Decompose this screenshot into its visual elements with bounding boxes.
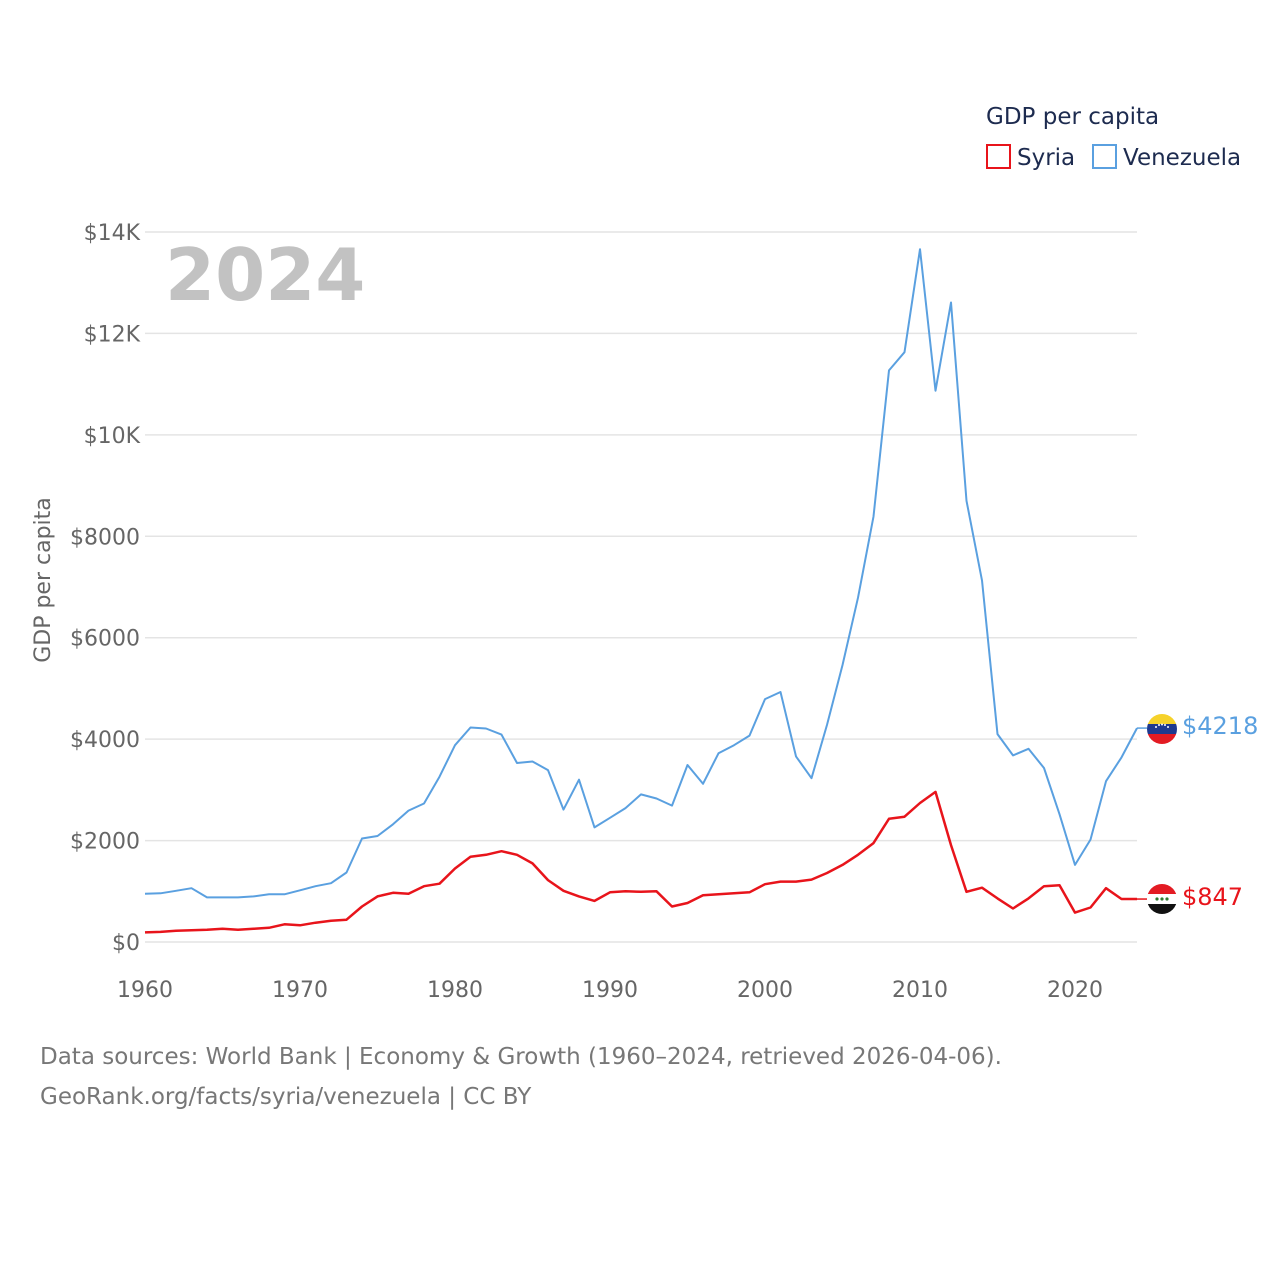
y-tick-label: $12K — [84, 322, 141, 347]
series-line-syria[interactable] — [144, 790, 1137, 934]
x-tick-label: 1960 — [117, 978, 173, 1003]
footer-attribution: GeoRank.org/facts/syria/venezuela | CC B… — [40, 1084, 532, 1110]
x-tick-label: 1970 — [272, 978, 328, 1003]
y-axis-ticks: $0 $2000 $4000 $6000 $8000 $10K $12K $14K — [70, 221, 141, 956]
legend: GDP per capita Syria Venezuela — [986, 104, 1241, 171]
x-tick-label: 1990 — [582, 978, 638, 1003]
footer-sources: Data sources: World Bank | Economy & Gro… — [40, 1044, 1002, 1070]
series-lines — [144, 248, 1147, 934]
y-tick-label: $6000 — [70, 627, 140, 652]
y-tick-label: $8000 — [70, 525, 140, 550]
legend-label-venezuela[interactable]: Venezuela — [1123, 145, 1241, 171]
syria-flag-icon — [1147, 884, 1177, 914]
grid-lines — [145, 231, 1137, 943]
legend-swatch-syria[interactable] — [986, 144, 1011, 169]
y-tick-label: $4000 — [70, 728, 140, 753]
end-label-venezuela: $4218 — [1182, 712, 1258, 740]
x-tick-label: 2010 — [892, 978, 948, 1003]
y-tick-label: $0 — [112, 931, 140, 956]
legend-title: GDP per capita — [986, 104, 1159, 130]
y-tick-label: $2000 — [70, 830, 140, 855]
end-label-syria: $847 — [1182, 883, 1243, 911]
x-tick-label: 2020 — [1047, 978, 1103, 1003]
y-tick-label: $10K — [84, 424, 141, 449]
venezuela-flag-icon — [1147, 714, 1177, 744]
y-axis-label: GDP per capita — [31, 497, 56, 663]
x-axis-ticks: 1960 1970 1980 1990 2000 2010 2020 — [117, 978, 1103, 1003]
y-tick-label: $14K — [84, 221, 141, 246]
series-line-venezuela[interactable] — [144, 248, 1138, 899]
legend-swatch-venezuela[interactable] — [1092, 144, 1117, 169]
x-tick-label: 1980 — [427, 978, 483, 1003]
x-tick-label: 2000 — [737, 978, 793, 1003]
legend-label-syria[interactable]: Syria — [1017, 145, 1075, 171]
year-label: 2024 — [165, 233, 365, 317]
